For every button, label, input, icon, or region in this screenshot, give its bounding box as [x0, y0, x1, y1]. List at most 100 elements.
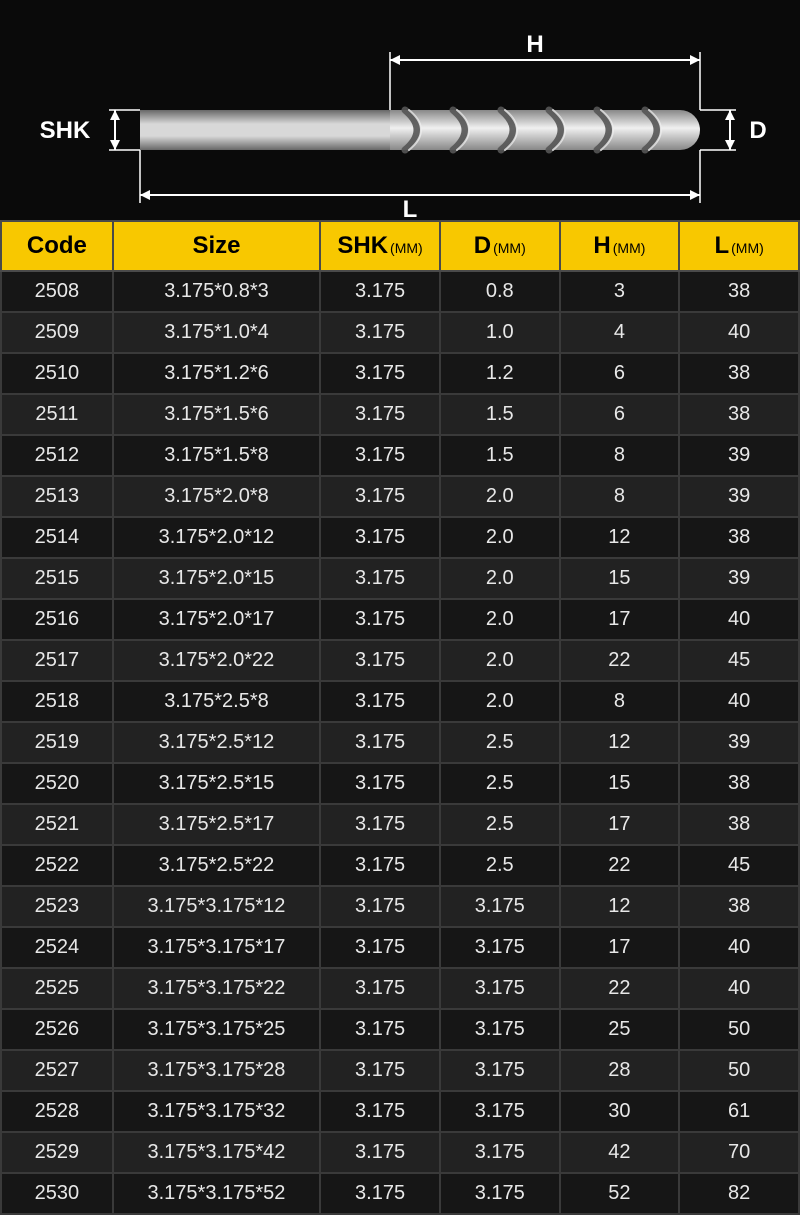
col-header-label: D [474, 232, 491, 259]
cell-code: 2522 [1, 845, 113, 886]
cell-d: 2.0 [440, 681, 560, 722]
cell-d: 2.5 [440, 763, 560, 804]
cell-d: 2.0 [440, 558, 560, 599]
cell-d: 1.2 [440, 353, 560, 394]
col-header-code: Code [1, 221, 113, 271]
col-header-label: L [714, 232, 729, 259]
cell-code: 2521 [1, 804, 113, 845]
spec-table-header: CodeSizeSHK(MM)D(MM)H(MM)L(MM) [1, 221, 799, 271]
cell-h: 22 [560, 845, 680, 886]
cell-shk: 3.175 [320, 1173, 440, 1214]
cell-size: 3.175*3.175*52 [113, 1173, 320, 1214]
cell-h: 15 [560, 763, 680, 804]
cell-l: 40 [679, 927, 799, 968]
table-row: 25083.175*0.8*33.1750.8338 [1, 271, 799, 312]
cell-h: 4 [560, 312, 680, 353]
col-header-unit: (MM) [731, 240, 764, 256]
table-row: 25163.175*2.0*173.1752.01740 [1, 599, 799, 640]
cell-l: 38 [679, 886, 799, 927]
cell-code: 2511 [1, 394, 113, 435]
cell-d: 2.5 [440, 845, 560, 886]
dim-label-h: H [526, 31, 543, 58]
cell-l: 38 [679, 353, 799, 394]
cell-d: 1.0 [440, 312, 560, 353]
cell-shk: 3.175 [320, 1091, 440, 1132]
cell-shk: 3.175 [320, 927, 440, 968]
cell-h: 6 [560, 353, 680, 394]
cell-h: 8 [560, 681, 680, 722]
cell-shk: 3.175 [320, 476, 440, 517]
table-row: 25253.175*3.175*223.1753.1752240 [1, 968, 799, 1009]
cell-shk: 3.175 [320, 763, 440, 804]
table-row: 25293.175*3.175*423.1753.1754270 [1, 1132, 799, 1173]
table-row: 25113.175*1.5*63.1751.5638 [1, 394, 799, 435]
cell-size: 3.175*2.0*17 [113, 599, 320, 640]
cell-code: 2525 [1, 968, 113, 1009]
table-row: 25143.175*2.0*123.1752.01238 [1, 517, 799, 558]
cell-l: 38 [679, 804, 799, 845]
cell-shk: 3.175 [320, 1132, 440, 1173]
cell-l: 50 [679, 1009, 799, 1050]
table-row: 25263.175*3.175*253.1753.1752550 [1, 1009, 799, 1050]
cell-d: 2.0 [440, 640, 560, 681]
col-header-label: H [593, 232, 610, 259]
cell-h: 12 [560, 722, 680, 763]
cell-shk: 3.175 [320, 1009, 440, 1050]
cell-l: 61 [679, 1091, 799, 1132]
cell-h: 17 [560, 804, 680, 845]
cell-size: 3.175*3.175*28 [113, 1050, 320, 1091]
cell-d: 3.175 [440, 886, 560, 927]
cell-size: 3.175*2.0*8 [113, 476, 320, 517]
cell-d: 1.5 [440, 394, 560, 435]
cell-d: 2.0 [440, 517, 560, 558]
cell-shk: 3.175 [320, 435, 440, 476]
cell-shk: 3.175 [320, 394, 440, 435]
cell-shk: 3.175 [320, 886, 440, 927]
cell-l: 40 [679, 681, 799, 722]
cell-code: 2509 [1, 312, 113, 353]
cell-l: 38 [679, 763, 799, 804]
cell-shk: 3.175 [320, 271, 440, 312]
cell-d: 3.175 [440, 1091, 560, 1132]
cell-h: 15 [560, 558, 680, 599]
cell-d: 3.175 [440, 1050, 560, 1091]
cell-shk: 3.175 [320, 1050, 440, 1091]
cell-shk: 3.175 [320, 804, 440, 845]
cell-d: 3.175 [440, 1132, 560, 1173]
cell-d: 2.5 [440, 722, 560, 763]
spec-table: CodeSizeSHK(MM)D(MM)H(MM)L(MM) 25083.175… [0, 220, 800, 1215]
cell-h: 17 [560, 927, 680, 968]
cell-h: 28 [560, 1050, 680, 1091]
cell-size: 3.175*3.175*22 [113, 968, 320, 1009]
cell-d: 3.175 [440, 927, 560, 968]
cell-h: 3 [560, 271, 680, 312]
cell-l: 70 [679, 1132, 799, 1173]
cell-code: 2518 [1, 681, 113, 722]
cell-d: 0.8 [440, 271, 560, 312]
col-header-unit: (MM) [390, 240, 423, 256]
cell-l: 82 [679, 1173, 799, 1214]
cell-shk: 3.175 [320, 353, 440, 394]
cell-size: 3.175*3.175*42 [113, 1132, 320, 1173]
cell-l: 38 [679, 394, 799, 435]
cell-code: 2519 [1, 722, 113, 763]
table-row: 25153.175*2.0*153.1752.01539 [1, 558, 799, 599]
cell-l: 38 [679, 271, 799, 312]
col-header-shk: SHK(MM) [320, 221, 440, 271]
cell-code: 2516 [1, 599, 113, 640]
col-header-unit: (MM) [613, 240, 646, 256]
cell-code: 2515 [1, 558, 113, 599]
cell-size: 3.175*2.5*8 [113, 681, 320, 722]
cell-shk: 3.175 [320, 312, 440, 353]
table-row: 25103.175*1.2*63.1751.2638 [1, 353, 799, 394]
table-row: 25213.175*2.5*173.1752.51738 [1, 804, 799, 845]
col-header-l: L(MM) [679, 221, 799, 271]
cell-shk: 3.175 [320, 968, 440, 1009]
cell-l: 40 [679, 312, 799, 353]
cell-l: 39 [679, 558, 799, 599]
cell-l: 45 [679, 845, 799, 886]
col-header-unit: (MM) [493, 240, 526, 256]
table-row: 25093.175*1.0*43.1751.0440 [1, 312, 799, 353]
cell-shk: 3.175 [320, 640, 440, 681]
cell-code: 2523 [1, 886, 113, 927]
